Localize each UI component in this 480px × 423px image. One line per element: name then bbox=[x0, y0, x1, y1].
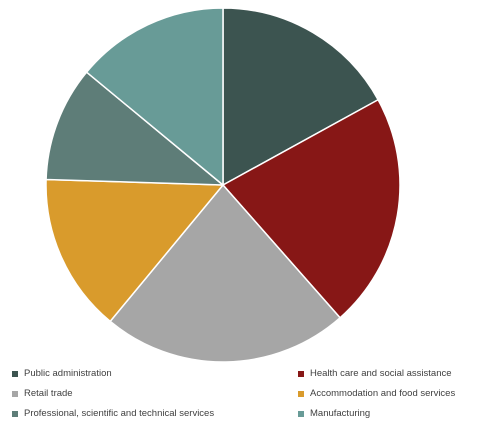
pie-slice-public-administration bbox=[222, 7, 379, 186]
legend-label-retail-trade: Retail trade bbox=[24, 388, 73, 399]
legend-label-accommodation: Accommodation and food services bbox=[310, 388, 456, 399]
pie-slice-manufacturing bbox=[85, 7, 224, 186]
legend-item-public-administration: Public administration bbox=[12, 368, 112, 379]
legend-swatch-health-care bbox=[298, 370, 304, 377]
legend-swatch-manufacturing bbox=[298, 410, 304, 417]
legend-swatch-retail-trade bbox=[12, 390, 18, 397]
legend-item-manufacturing: Manufacturing bbox=[298, 408, 370, 419]
pie-slice-accommodation-and-food-services bbox=[45, 178, 224, 323]
legend-swatch-accommodation bbox=[298, 390, 304, 397]
pie-slice-health-care-and-social-assistance bbox=[222, 98, 401, 319]
chart-legend: Public administration Health care and so… bbox=[0, 362, 480, 423]
pie-slice-retail-trade bbox=[109, 184, 341, 363]
legend-swatch-professional-services bbox=[12, 410, 18, 417]
legend-item-health-care: Health care and social assistance bbox=[298, 368, 452, 379]
legend-swatch-public-administration bbox=[12, 370, 18, 377]
legend-label-public-administration: Public administration bbox=[24, 368, 112, 379]
legend-label-manufacturing: Manufacturing bbox=[310, 408, 371, 419]
legend-item-retail-trade: Retail trade bbox=[12, 388, 73, 399]
pie-slice-professional-scientific-and-technical-services bbox=[45, 71, 224, 186]
pie-slices bbox=[45, 7, 401, 363]
legend-label-professional-services: Professional, scientific and technical s… bbox=[24, 408, 215, 419]
legend-item-professional-services: Professional, scientific and technical s… bbox=[12, 408, 214, 419]
legend-label-health-care: Health care and social assistance bbox=[310, 368, 452, 379]
legend-item-accommodation: Accommodation and food services bbox=[298, 388, 455, 399]
